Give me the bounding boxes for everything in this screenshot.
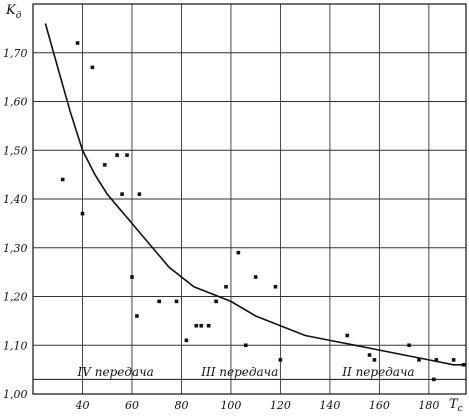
data-point [137,192,142,196]
data-point [434,358,439,362]
data-point [243,343,248,348]
data-point [75,41,80,45]
y-tick-label: 1,10 [3,339,28,352]
data-point [60,177,65,182]
y-tick-label: 1,00 [3,388,28,401]
data-point [236,250,241,255]
data-point [278,358,283,362]
x-tick-label: 40 [74,399,89,412]
x-axis-title: Tc [449,397,463,414]
data-point [115,153,119,157]
curve-layer [44,23,466,366]
x-tick-label: 120 [270,399,291,412]
y-axis-title: Kд [5,3,22,21]
x-tick-label: 100 [220,399,241,412]
y-axis-subscript: д [16,11,22,21]
label-layer: 40 60 80 100 120 140 160 180 1,00 1,10 1,20 1,30 1,4… [3,3,463,414]
x-tick-label: 80 [174,399,188,412]
data-point [224,284,228,289]
data-point [273,284,278,289]
point-layer [60,41,466,382]
data-point [214,299,218,304]
data-point [432,377,436,382]
gear-annotation: III передача [200,365,278,379]
x-axis-subscript: c [458,404,463,414]
plot-frame [32,3,467,395]
data-point [184,338,189,343]
data-point [367,353,372,357]
data-point [199,323,204,328]
x-tick-label: 60 [125,399,139,412]
data-point [372,358,377,362]
y-tick-label: 1,50 [3,144,28,157]
gear-annotation: IV передача [77,365,154,379]
data-point [120,192,124,196]
data-point [253,275,258,279]
data-point [174,299,179,304]
data-point [90,65,95,70]
x-tick-label: 180 [418,399,439,412]
data-point [417,358,421,362]
x-tick-label: 160 [369,399,390,412]
grid-layer [32,3,467,395]
data-point [461,362,466,367]
data-point [157,299,161,304]
gear-annotation: II передача [341,365,414,379]
data-point [130,275,134,279]
data-point [102,163,107,167]
y-tick-label: 1,70 [3,47,28,60]
y-tick-label: 1,40 [3,193,28,206]
fit-curve [44,23,466,366]
y-tick-label: 1,60 [3,96,28,109]
data-point [407,343,411,348]
data-point [125,153,129,157]
y-tick-label: 1,30 [3,242,28,255]
x-tick-label: 140 [319,399,340,412]
data-point [206,323,211,328]
data-point [345,333,350,338]
data-point [80,211,85,216]
y-tick-label: 1,20 [3,291,28,304]
data-point [194,323,199,328]
data-point [135,314,139,318]
data-point [451,358,456,362]
